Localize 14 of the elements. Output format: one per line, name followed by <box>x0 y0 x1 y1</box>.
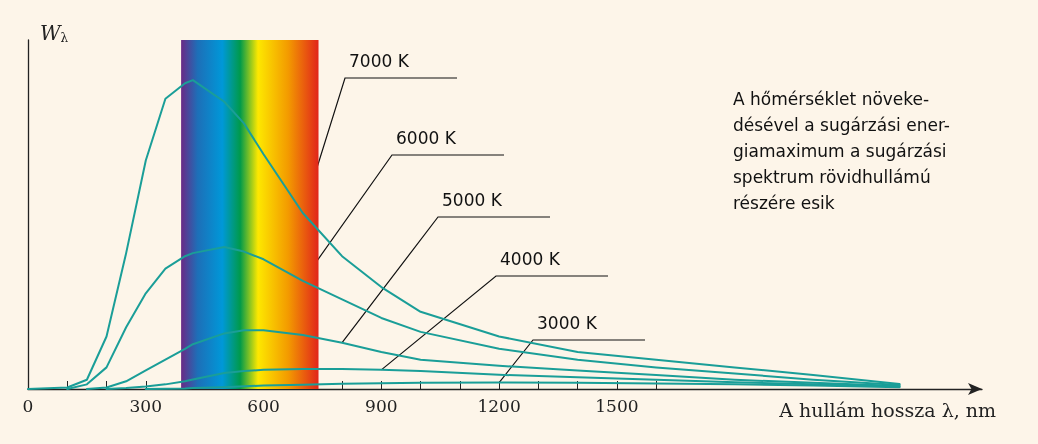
annotation: A hőmérséklet növeke- désével a sugárzási ener- giamaximum a sugárzási spektrum rövidhullámú részére esik <box>733 89 950 213</box>
x-tick-label: 600 <box>247 395 280 416</box>
x-tick-label: 300 <box>129 395 162 416</box>
text: 7000 K <box>349 50 410 71</box>
x-tick-label: 1200 <box>477 395 521 416</box>
y-axis-title: Wλ <box>40 21 69 45</box>
x-tick-label: 900 <box>365 395 398 416</box>
text: 4000 K <box>500 248 561 269</box>
x-tick-label: 1500 <box>595 395 639 416</box>
x-axis-title: A hullám hossza λ, nm <box>778 398 996 421</box>
text: 5000 K <box>442 189 503 210</box>
text: 3000 K <box>537 312 598 333</box>
text: 6000 K <box>396 127 457 148</box>
x-tick-label: 0 <box>22 395 34 416</box>
